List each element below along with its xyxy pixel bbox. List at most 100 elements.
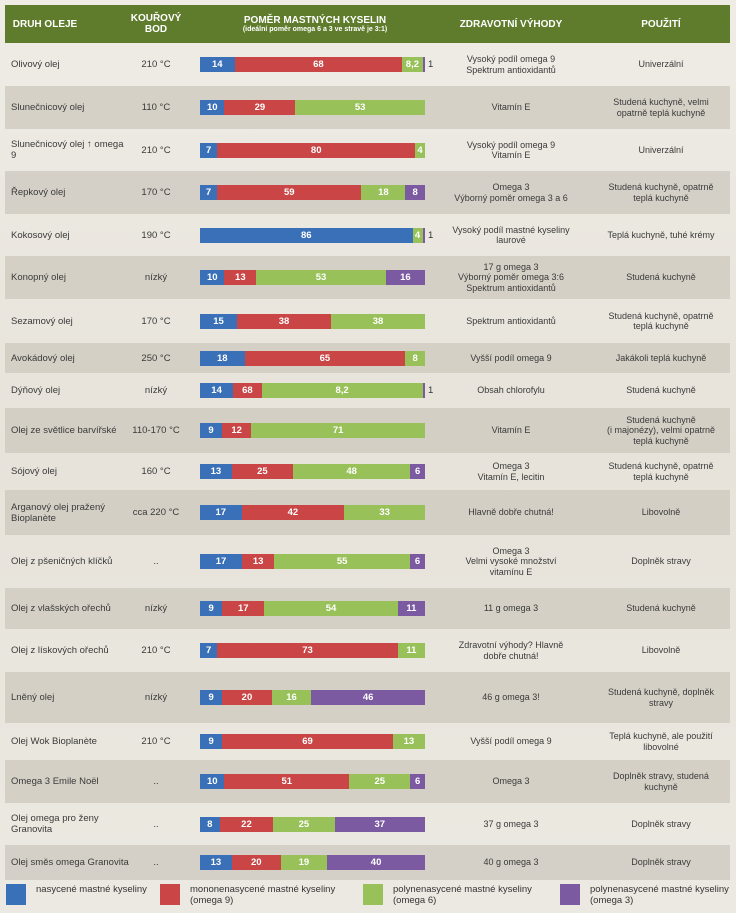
usage: Studená kuchyně xyxy=(595,588,727,629)
health-benefits: Omega 3 Velmi vysoké množství vitamínu E xyxy=(431,535,591,588)
table-row: Kokosový olej 190 °C 86 4 1 Vysoký podíl mast… xyxy=(5,214,730,256)
bar-segment: 48 xyxy=(292,464,411,479)
smoke-point: 110-170 °C xyxy=(132,425,180,436)
smoke-point: 210 °C xyxy=(141,645,171,656)
bar-segment: 6 xyxy=(410,554,425,569)
legend-swatch xyxy=(363,884,383,905)
table-row: Olej Wok Bioplanète 210 °C 9 69 13 Vyšší podí… xyxy=(5,723,730,760)
health-line: dobře chutná! xyxy=(483,650,539,661)
bar-segment: 4 xyxy=(415,142,425,158)
bar-segment xyxy=(422,227,425,243)
bar-segment: 11 xyxy=(397,643,425,658)
oil-name: Olej z pšeničných klíčků xyxy=(11,556,113,567)
table-row: Slunečnicový olej 110 °C 10 29 53 Vitamín E St… xyxy=(5,86,730,129)
bar-segment: 53 xyxy=(256,270,386,285)
usage-line: Libovolně xyxy=(641,645,681,656)
table-row: Řepkový olej 170 °C 7 59 18 8 Omega 3 Výborný p… xyxy=(5,171,730,214)
table-row: Lněný olej nízký 9 20 16 46 46 g omega 3! Stude… xyxy=(5,672,730,723)
bar-segment: 42 xyxy=(241,505,345,520)
usage-line: kuchyně xyxy=(644,781,678,792)
usage: Studená kuchyně xyxy=(595,373,727,408)
smoke-point: 210 °C xyxy=(141,144,171,156)
header-smoke-point: KOUŘOVÝ BOD xyxy=(117,5,195,43)
oil-name: Lněný olej xyxy=(11,692,55,703)
table-row: Olej směs omega Granovita.. 13 20 19 40 40 g … xyxy=(5,845,730,880)
legend-item: nasycené mastné kyseliny xyxy=(6,884,186,905)
fatty-acid-bar: 9 69 13 xyxy=(200,734,432,749)
table-row: Omega 3 Emile Noël.. 10 51 25 6 Omega 3 Doplně… xyxy=(5,760,730,803)
bar-segment: 16 xyxy=(271,690,312,705)
fatty-acid-bar: 10 29 53 xyxy=(200,100,432,115)
bar-segment: 69 xyxy=(222,734,393,749)
bar-segment: 10 xyxy=(200,270,225,285)
smoke-point: nízký xyxy=(144,272,168,283)
usage-line: teplá kuchyně xyxy=(633,192,689,203)
legend-label: polynenasycené mastné kyseliny (omega 3) xyxy=(590,884,729,906)
fatty-acid-bar: 13 20 19 40 xyxy=(200,855,432,870)
bar-segment: 80 xyxy=(217,142,416,158)
usage: Studená kuchyně (i majonézy), velmi opatr… xyxy=(595,408,727,453)
health-line: Omega 3 xyxy=(492,461,530,471)
oil-name: Olivový olej xyxy=(11,59,60,70)
smoke-point: 210 °C xyxy=(141,736,171,747)
oil-name: Avokádový olej xyxy=(11,352,75,364)
smoke-point: 170 °C xyxy=(141,315,171,327)
fatty-acid-bar: 10 13 53 16 xyxy=(200,270,432,285)
bar-segment: 17 xyxy=(222,601,265,616)
legend-label: polynenasycené mastné kyseliny (omega 6) xyxy=(393,884,532,906)
fatty-acid-bar: 13 25 48 6 xyxy=(200,464,432,479)
fatty-acid-bar: 86 4 1 xyxy=(200,227,433,243)
smoke-point: nízký xyxy=(144,385,168,396)
usage-line: Studená kuchyně xyxy=(626,414,696,425)
table-row: Olej z pšeničných klíčků.. 17 13 55 6 Omega 3… xyxy=(5,535,730,588)
table-row: Arganový olej pražený Bioplanète cca 220 … xyxy=(5,490,730,535)
smoke-point: 210 °C xyxy=(141,59,171,70)
health-benefits: 46 g omega 3! xyxy=(431,672,591,723)
fatty-acid-bar: 14 68 8,2 1 xyxy=(200,57,434,72)
health-line: 40 g omega 3 xyxy=(483,857,539,868)
table-row: Dýňový olej nízký 14 68 8,2 1 Obsah chlorofylu… xyxy=(5,373,730,408)
fatty-acid-bar: 18 65 8 xyxy=(200,350,432,366)
bar-segment: 7 xyxy=(200,643,218,658)
oil-name: Olej omega pro ženy Granovita xyxy=(11,813,99,835)
header-use: POUŽITÍ xyxy=(595,5,727,43)
health-benefits: 37 g omega 3 xyxy=(431,803,591,845)
oil-name: Olej směs omega Granovita xyxy=(11,857,129,868)
oil-name: Řepkový olej xyxy=(11,187,66,198)
fatty-acid-bar: 9 20 16 46 xyxy=(200,690,432,705)
health-benefits: Omega 3 Výborný poměr omega 3 a 6 xyxy=(431,171,591,214)
bar-segment: 13 xyxy=(224,270,257,285)
fatty-acid-bar: 14 68 8,2 1 xyxy=(200,383,433,398)
smoke-point: nízký xyxy=(144,692,168,703)
legend-swatch xyxy=(560,884,580,905)
bar-segment: 33 xyxy=(344,505,425,520)
table-row: Olej z vlašských ořechů nízký 9 17 54 11 11 g … xyxy=(5,588,730,629)
bar-segment: 8 xyxy=(405,185,425,200)
health-benefits: 17 g omega 3 Výborný poměr omega 3:6 Spekt… xyxy=(431,256,591,299)
health-line: 46 g omega 3! xyxy=(482,692,540,703)
usage: Jakákoli teplá kuchyně xyxy=(595,343,727,373)
health-line: Vitamín E, lecitin xyxy=(477,471,545,482)
bar-segment xyxy=(422,57,425,72)
health-line: Hlavně dobře chutná! xyxy=(468,507,554,518)
fatty-acid-bar: 9 12 71 xyxy=(200,423,432,438)
bar-segment: 4 xyxy=(412,227,423,243)
fatty-acid-bar: 9 17 54 11 xyxy=(200,601,432,616)
bar-segment: 8 xyxy=(200,816,220,832)
smoke-point: cca 220 °C xyxy=(132,507,180,518)
fatty-acid-bar: 8 22 25 37 xyxy=(200,816,432,832)
usage-line: Studená kuchyně, opatrně xyxy=(608,461,714,471)
oil-name: Olej ze světlice barvířské xyxy=(11,425,117,436)
usage-line: Studená kuchyně xyxy=(626,603,696,614)
health-line: Vitamín E xyxy=(491,150,531,160)
bar-segment-label: 1 xyxy=(428,59,434,70)
health-benefits: Vitamín E xyxy=(431,408,591,453)
usage: Univerzální xyxy=(595,43,727,86)
bar-segment: 51 xyxy=(224,774,350,789)
smoke-point: 170 °C xyxy=(141,187,171,198)
fatty-acid-bar: 10 51 25 6 xyxy=(200,774,432,789)
health-benefits: Zdravotní výhody? Hlavně dobře chutná! xyxy=(431,629,591,672)
smoke-point: 160 °C xyxy=(141,466,171,477)
header-ratio-label: POMĚR MASTNÝCH KYSELIN xyxy=(243,14,387,26)
bar-segment: 6 xyxy=(410,774,425,789)
